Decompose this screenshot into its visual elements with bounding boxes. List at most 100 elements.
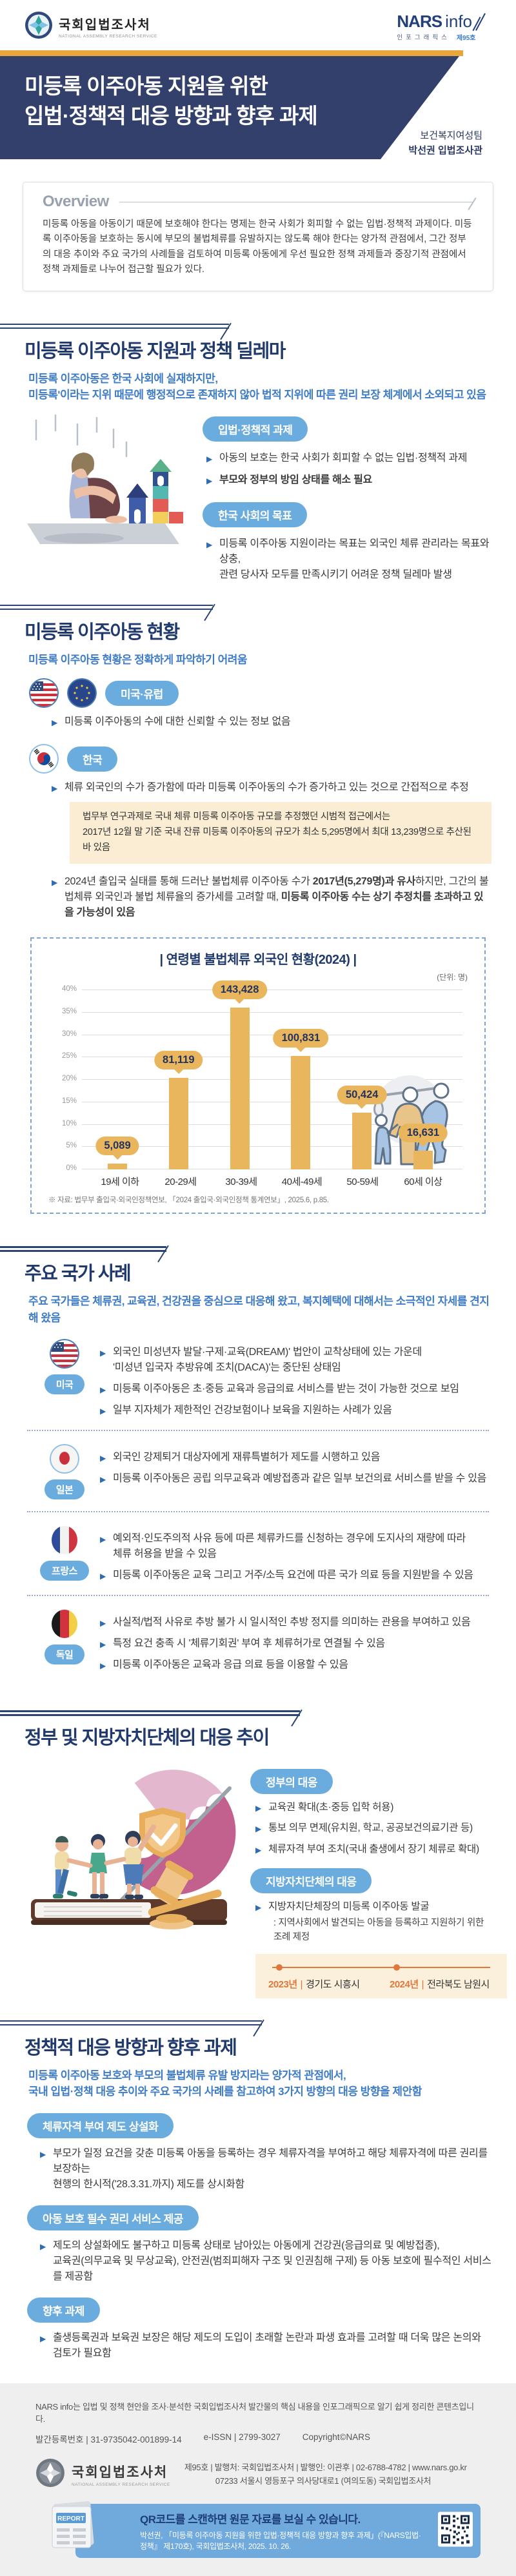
bar [413,1151,433,1170]
country-block-japan: 일본 ▶ 외국인 강제퇴거 대상자에게 재류특별허가 제도를 시행하고 있음 ▶ 미… [29,1443,487,1510]
gridline: 35% [62,1008,462,1015]
qr-title: QR코드를 스캔하면 원문 자료를 보실 수 있습니다. [140,2513,361,2526]
policy-item-future-tasks: 향후 과제 ▶ 출생등록권과 보육권 보장은 해당 제도의 도입이 초래할 논란과… [27,2297,491,2361]
section-heading: 주요 국가 사례 [25,1264,132,1285]
triangle-bullet-icon: ▶ [100,1572,106,1581]
gridline: 5% [66,1142,462,1149]
pill-residence-system: 체류자격 부여 제도 상설화 [27,2113,174,2138]
team-name: 보건복지여성팀 [420,130,482,141]
x-axis-label: 19세 이하 [101,1176,139,1188]
triangle-bullet-icon: ▶ [40,2334,46,2343]
y-tick-label: 15% [61,1097,77,1105]
chart-source: ※ 자료: 법무부 출입국·외국인정책연보, 「2024 출입국·외국인정책 통… [48,1196,329,1205]
triangle-bullet-icon: ▶ [255,1902,261,1912]
triangle-bullet-icon: ▶ [52,784,57,794]
bullet-item: ▶ 지방자치단체장의 미등록 이주아동 발굴 [255,1899,507,1914]
section-intro: 미등록 이주아동은 한국 사회에 실재하지만, 미등록'이라는 지위 때문에 행… [28,372,486,402]
triangle-bullet-icon: ▶ [100,1407,106,1416]
pill-korea: 한국 [67,746,118,772]
triangle-bullet-icon: ▶ [52,718,57,728]
qr-code [438,2512,473,2550]
timeline-dot [276,1964,283,1971]
sad-child-illustration [19,414,186,583]
value-bubble: 143,428 [212,981,268,1000]
triangle-bullet-icon: ▶ [100,1475,106,1485]
section-intro: 주요 국가들은 체류권, 교육권, 건강권을 중심으로 대응해 왔고, 복지혜택… [28,1295,490,1324]
section-heading: 미등록 이주아동 현황 [25,621,180,643]
local-note: : 지역사회에서 발견되는 아동을 등록하고 지원하기 위한 조례 제정 [273,1918,484,1942]
bullet-item: ▶ 예외적·인도주의적 사유 등에 따른 체류카드를 신청하는 경우에 도지사의 … [100,1531,487,1562]
triangle-bullet-icon: ▶ [100,1454,106,1463]
issn: e-ISSN | 2799-3027 [203,2432,281,2442]
bullet-item: ▶ 체류자격 부여 조치(국내 출생에서 장기 체류로 확대) [255,1842,507,1857]
bullet-item: ▶ 외국인 강제퇴거 대상자에게 재류특별허가 제도를 시행하고 있음 [100,1450,487,1465]
dotted-divider [27,1511,489,1513]
jp-flag-icon [50,1444,79,1474]
x-axis-label: 60세 이상 [404,1176,442,1188]
brand-bold: NARS [397,11,442,31]
triangle-bullet-icon: ▶ [52,878,57,888]
registration-number: 발간등록번호 | 31-9735042-001899-14 [35,2434,182,2444]
x-axis-label: 30-39세 [225,1176,257,1188]
bullet-item: ▶ 미등록 이주아동은 초·중등 교육과 응급의료 서비스를 받는 것이 가능한 … [100,1381,487,1397]
bullet-item: ▶ 미등록 이주아동의 수에 대한 신뢰할 수 있는 정보 없음 [52,714,491,730]
title-band: 미등록 이주아동 지원을 위한 입법·정책적 대응 방향과 향후 과제 보건복지… [0,50,516,159]
chart-unit-label: (단위: 명) [437,973,468,982]
triangle-bullet-icon: ▶ [100,1385,106,1395]
x-axis-label: 20-29세 [164,1176,197,1188]
author-name: 박선권 입법조사관 [408,144,482,156]
bar-column: 143,428 [212,981,268,1170]
section-rule [0,1246,516,1252]
bar-column: 50,424 [334,990,390,1170]
y-tick-label: 35% [61,1007,77,1015]
page-title-line1: 미등록 이주아동 지원을 위한 [25,74,268,98]
footer: NARS info는 입법 및 정책 현안을 조사·분석한 국회입법조사처 발간… [0,2383,516,2576]
timeline-item-2024: 2024년 | 전라북도 남원시 [390,1978,490,1990]
section-intro: 미등록 이주아동 보호와 부모의 불법체류 유발 방지라는 양가적 관점에서, … [28,2069,422,2098]
bullet-item: ▶ 제도의 상설화에도 불구하고 미등록 상태로 남아있는 아동에게 건강권(응급… [40,2238,491,2285]
bar [230,1008,250,1170]
bar-column: 5,089 [90,990,145,1170]
bullet-item: ▶ 아동의 보호는 한국 사회가 회피할 수 없는 입법·정책적 과제 [206,451,491,466]
korea-row: 한국 [29,744,516,774]
y-tick-label: 20% [61,1075,77,1083]
triangle-bullet-icon: ▶ [100,1640,106,1650]
chart-title: | 연령별 불법체류 외국인 현황(2024) | [159,953,357,968]
y-tick-label: 25% [61,1052,77,1060]
triangle-bullet-icon: ▶ [255,1804,261,1813]
bar-column: 16,631 [395,990,451,1170]
nars-website-link[interactable]: www.nars.go.kr [412,2462,467,2472]
bullet-item: ▶ 특정 요건 충족 시 '체류기회권' 부여 후 체류허가로 연결될 수 있음 [100,1636,487,1652]
bar [352,1113,372,1170]
author-block: 보건복지여성팀 박선권 입법조사관 [408,129,482,158]
triangle-bullet-icon: ▶ [100,1535,106,1545]
bar-column: 100,831 [273,990,329,1170]
pill-legislative-task: 입법·정책적 과제 [203,416,308,442]
country-label: 독일 [44,1644,85,1665]
svg-text:REPORT: REPORT [57,2515,84,2522]
publication-info: 제95호 | 발행처: 국회입법조사처 | 발행인: 이관후 | 02-6788… [184,2462,412,2472]
bullet-item: ▶ 출생등록권과 보육권 보장은 해당 제도의 도입이 초래할 논란과 파생 효과… [40,2330,491,2361]
chart-plot: 5,089 81,119 143,428 100,831 50,424 16,631 0%… [48,981,465,1172]
nars-emblem-gray-icon [35,2458,65,2491]
pill-us-europe: 미국·유럽 [105,680,179,706]
section-intro: 미등록 이주아동 현황은 정확하게 파악하기 어려움 [28,653,248,666]
section-heading: 미등록 이주아동 지원과 정책 딜레마 [25,340,286,362]
bullet-item: ▶ 부모와 정부의 방임 상태를 해소 필요 [206,473,491,488]
report-icon: REPORT [46,2499,100,2555]
value-bubble: 5,089 [95,1137,139,1156]
section-rule [0,1710,516,1716]
age-chart: | 연령별 불법체류 외국인 현황(2024) | (단위: 명) 5,089 8… [30,937,486,1215]
bullet-item: ▶ 미등록 이주아동 지원이라는 목표는 외국인 체류 관리라는 목표와 상충,… [206,536,491,583]
gold-accent-bar [0,50,463,56]
section-rule [0,604,516,610]
dotted-divider [27,1430,489,1432]
pill-local-response: 지방자치단체의 대응 [250,1868,372,1893]
triangle-bullet-icon: ▶ [100,1619,106,1628]
umbrella-protection-illustration [22,1762,241,1998]
chart-bars: 5,089 81,119 143,428 100,831 50,424 16,631 [90,981,451,1170]
bullet-item: ▶ 미등록 이주아동은 교육과 응급 의료 등을 이용할 수 있음 [100,1657,487,1673]
moj-estimate-note: 법무부 연구과제로 국내 체류 미등록 이주아동 규모를 추정했던 시범적 접근… [70,802,491,864]
bullet-item: ▶ 통보 의무 면제(유치원, 학교, 공공보건의료기관 등) [255,1820,507,1835]
bullet-item: ▶ 미등록 이주아동은 교육 그리고 거주/소득 요건에 따른 국가 의료 등을 … [100,1568,487,1583]
